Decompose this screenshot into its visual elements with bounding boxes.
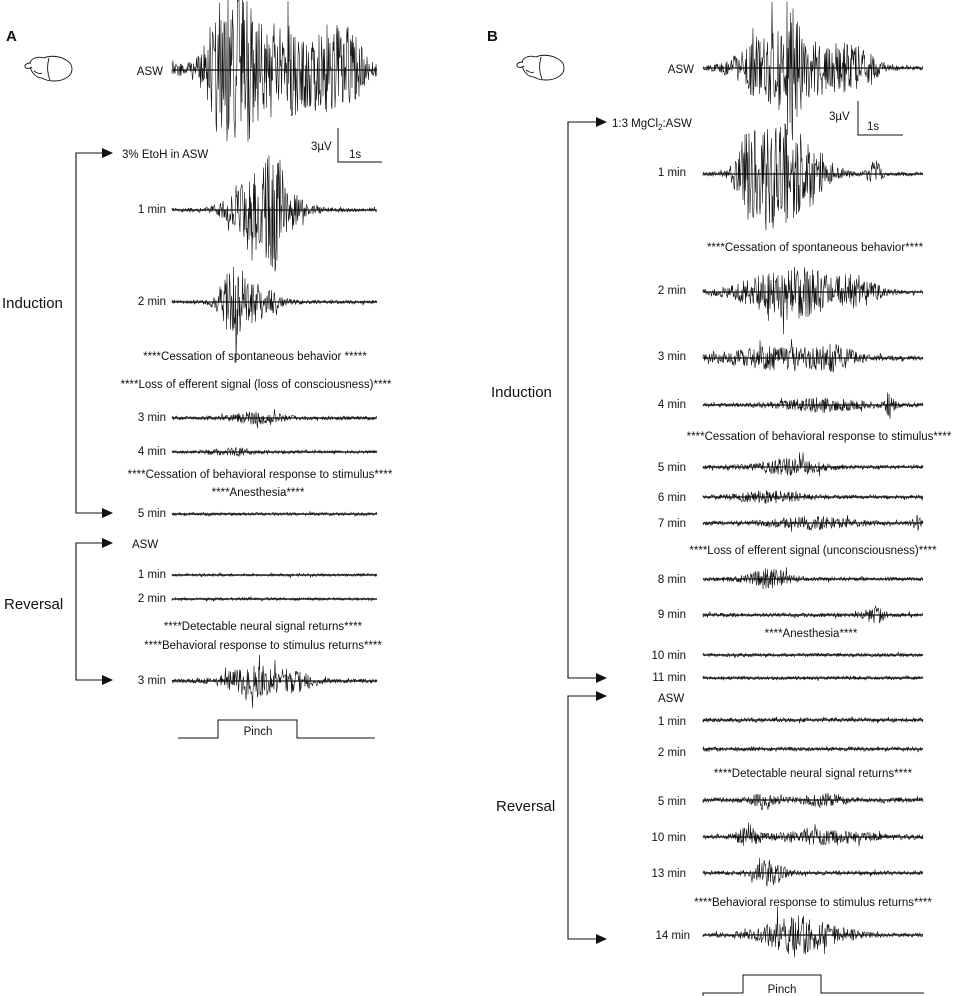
trace-25 <box>702 857 924 887</box>
induction-bracket-b <box>567 121 598 679</box>
reversal-label-a-1: 2 min <box>138 593 166 605</box>
trace-12 <box>702 338 924 373</box>
panel-a-letter: A <box>6 28 17 45</box>
arrow-head-a1 <box>102 148 113 158</box>
signal-traces <box>171 0 924 958</box>
scale-bar-b <box>857 101 903 136</box>
trace-label-a-2: 3 min <box>138 412 166 424</box>
pinch-marker-b <box>702 974 924 996</box>
trace-label-b-1: 2 min <box>658 285 686 297</box>
trace-22 <box>702 745 924 753</box>
induction-bracket-a <box>75 152 104 514</box>
annotation-a-anesthesia: ****Anesthesia**** <box>212 487 305 499</box>
reversal-bracket-b <box>567 695 598 940</box>
arrow-head-b3 <box>596 691 607 701</box>
reversal-baseline-label-b: ASW <box>658 693 684 705</box>
trace-label-b-17: 14 min <box>655 930 690 942</box>
scale-bar-a <box>337 128 382 163</box>
trace-label-b-14: 5 min <box>658 796 686 808</box>
trace-label-b-9: 10 min <box>651 650 686 662</box>
trace-label-b-0: 1 min <box>658 167 686 179</box>
brain-icon <box>24 55 73 82</box>
panel-b-letter: B <box>487 28 498 45</box>
reversal-label-a-2: 3 min <box>138 675 166 687</box>
trace-1 <box>171 155 378 272</box>
trace-label-a-0: 1 min <box>138 204 166 216</box>
annotation-b-neural-returns: ****Detectable neural signal returns**** <box>714 768 913 780</box>
trace-24 <box>702 822 924 847</box>
trace-label-b-2: 3 min <box>658 351 686 363</box>
annotation-a-neural-returns: ****Detectable neural signal returns**** <box>164 621 363 633</box>
trace-label-a-3: 4 min <box>138 446 166 458</box>
arrow-head-a4 <box>102 675 113 685</box>
annotation-b-response-returns: ****Behavioral response to stimulus retu… <box>694 897 932 909</box>
trace-14 <box>702 452 924 477</box>
pinch-marker-a <box>178 719 375 739</box>
brain-icon <box>516 54 565 81</box>
arrow-head-b1 <box>596 117 607 127</box>
trace-label-b-3: 4 min <box>658 399 686 411</box>
section-induction-b: Induction <box>491 384 552 401</box>
annotation-a-response-returns: ****Behavioral response to stimulus retu… <box>144 640 382 652</box>
section-reversal-b: Reversal <box>496 798 555 815</box>
pinch-label-b: Pinch <box>768 984 797 996</box>
trace-16 <box>702 514 924 532</box>
scale-time-a: 1s <box>349 149 361 161</box>
annotation-a-cessation-response: ****Cessation of behavioral response to … <box>128 469 393 481</box>
trace-10 <box>702 122 924 231</box>
condition-label-b: 1:3 MgCl2:ASW <box>612 118 692 132</box>
trace-0 <box>171 0 378 142</box>
trace-label-b-12: 1 min <box>658 716 686 728</box>
reversal-bracket-a <box>75 542 104 681</box>
b-trace-labels: 1 min 2 min 3 min 4 min 5 min 6 min 7 min 8 min… <box>651 167 690 942</box>
trace-label-b-8: 9 min <box>658 609 686 621</box>
section-reversal-a: Reversal <box>4 596 63 613</box>
scale-amplitude-b: 3µV <box>829 111 850 123</box>
annotation-b-loss-efferent: ****Loss of efferent signal (unconscious… <box>689 545 937 557</box>
annotation-b-anesthesia: ****Anesthesia**** <box>765 628 858 640</box>
condition-label-a: 3% EtoH in ASW <box>122 149 208 161</box>
arrow-head-b4 <box>596 934 607 944</box>
annotation-b-cessation-spontaneous: ****Cessation of spontaneous behavior***… <box>707 242 924 254</box>
reversal-baseline-label-a: ASW <box>132 539 158 551</box>
trace-23 <box>702 792 924 811</box>
trace-label-a-1: 2 min <box>138 296 166 308</box>
trace-26 <box>702 906 924 958</box>
pinch-label-a: Pinch <box>244 726 273 738</box>
section-induction-a: Induction <box>2 295 63 312</box>
baseline-label-a: ASW <box>137 66 163 78</box>
trace-label-b-5: 6 min <box>658 492 686 504</box>
trace-2 <box>171 266 378 363</box>
arrow-head-a3 <box>102 538 113 548</box>
arrow-head-a2 <box>102 508 113 518</box>
trace-17 <box>702 567 924 590</box>
annotation-a-loss-efferent: ****Loss of efferent signal (loss of con… <box>121 379 392 391</box>
panel-b: B Induction Reversal ASW 1:3 MgCl2:ASW 1… <box>487 28 952 996</box>
trace-label-b-6: 7 min <box>658 518 686 530</box>
scale-time-b: 1s <box>867 121 879 133</box>
annotation-b-cessation-response: ****Cessation of behavioral response to … <box>687 431 952 443</box>
trace-label-b-16: 13 min <box>651 868 686 880</box>
arrow-head-b2 <box>596 673 607 683</box>
trace-9 <box>702 1 924 141</box>
panel-a: A Induction Reversal ASW 3% EtoH in ASW … <box>2 28 393 739</box>
annotation-a-cessation-spontaneous: ****Cessation of spontaneous behavior **… <box>143 351 367 363</box>
trace-label-b-4: 5 min <box>658 462 686 474</box>
trace-label-b-15: 10 min <box>651 832 686 844</box>
trace-label-b-13: 2 min <box>658 747 686 759</box>
trace-19 <box>702 651 924 659</box>
trace-3 <box>171 409 378 429</box>
trace-label-b-10: 11 min <box>652 672 686 684</box>
trace-label-a-4: 5 min <box>138 508 166 520</box>
baseline-label-b: ASW <box>668 64 694 76</box>
trace-label-b-7: 8 min <box>658 574 686 586</box>
scale-amplitude-a: 3µV <box>311 141 332 153</box>
reversal-label-a-0: 1 min <box>138 569 166 581</box>
trace-11 <box>702 266 924 335</box>
